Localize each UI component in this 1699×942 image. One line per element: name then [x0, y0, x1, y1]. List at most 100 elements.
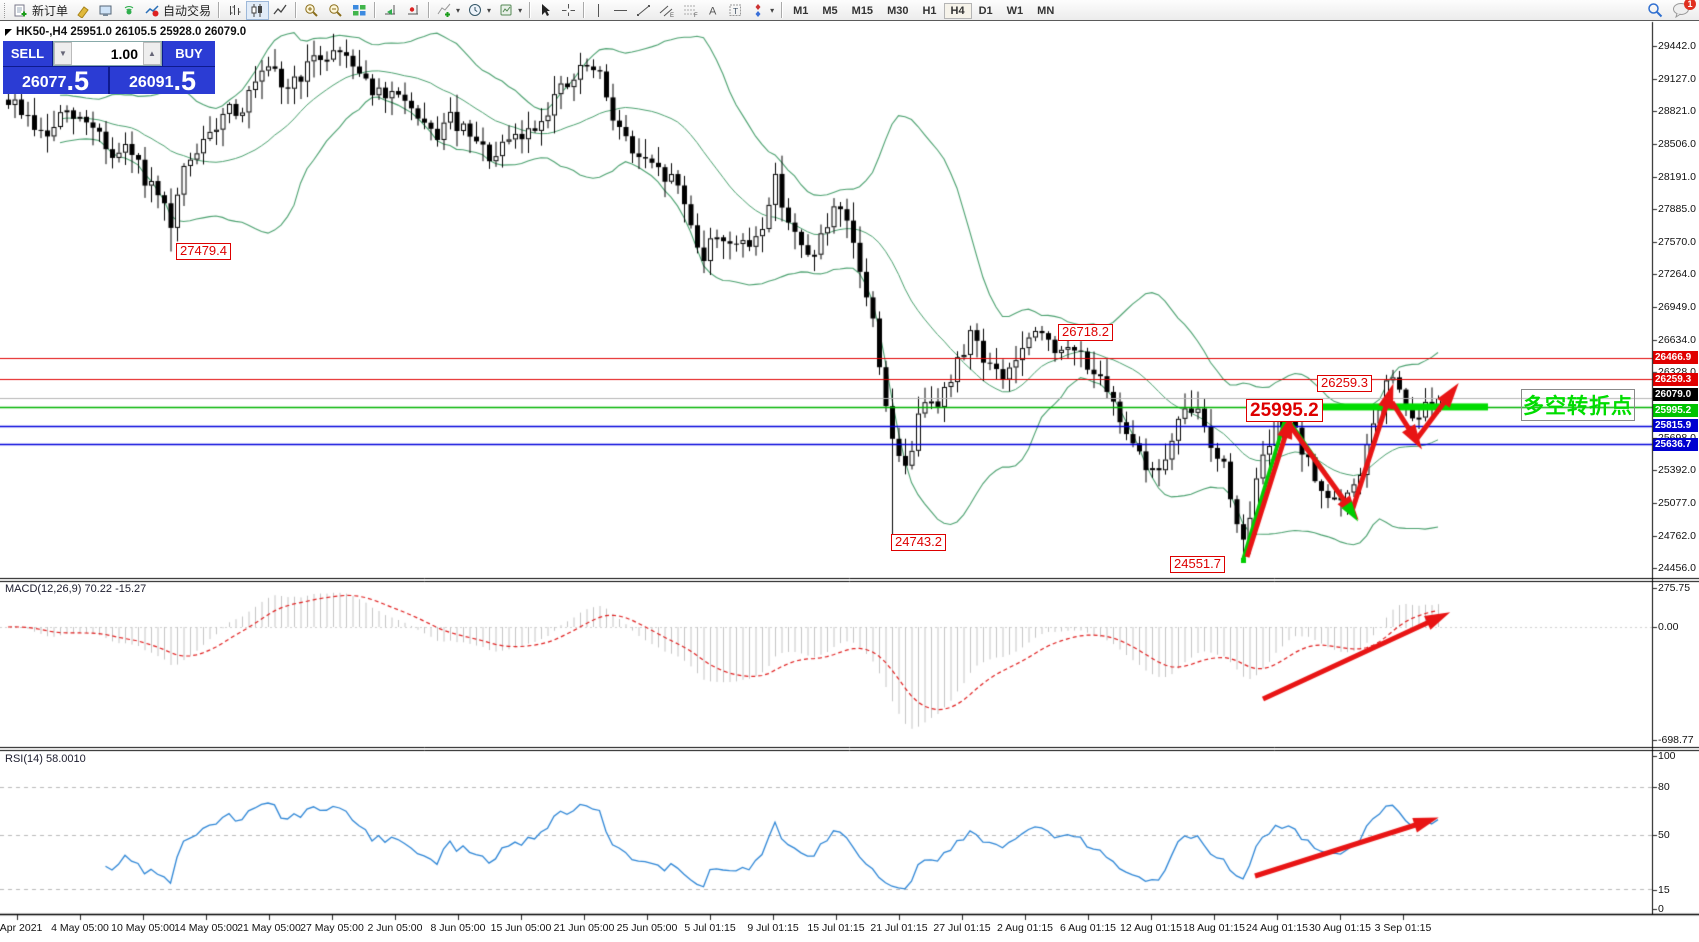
svg-text:F: F: [694, 13, 698, 18]
toolbar-separator: [374, 2, 377, 18]
timeframe-button-m1[interactable]: M1: [793, 5, 809, 17]
auto-scroll-button[interactable]: [379, 1, 402, 20]
metaeditor-button[interactable]: [72, 1, 95, 20]
toolbar-separator: [218, 2, 221, 18]
symbol-ohlc-line: HK50-,H4 25951.0 26105.5 25928.0 26079.0: [16, 26, 247, 38]
horizontal-line-button[interactable]: [609, 1, 632, 20]
terminal-window-icon: [99, 5, 112, 16]
buy-price-frac: .5: [173, 66, 197, 96]
text-label-icon: T: [729, 4, 742, 16]
trend-callout-text: 多空转折点: [1523, 395, 1633, 418]
text-button[interactable]: A: [703, 1, 724, 20]
svg-text:T: T: [733, 6, 738, 16]
timeframe-button-m30[interactable]: M30: [887, 5, 909, 17]
arrows-tool-button[interactable]: ▾: [747, 1, 778, 20]
price-annotation[interactable]: 24551.7: [1170, 556, 1225, 573]
sell-price[interactable]: 26077.5: [3, 67, 108, 95]
line-chart-icon: [273, 4, 287, 14]
sell-button[interactable]: SELL: [3, 41, 52, 66]
notifications-button[interactable]: 1: [1672, 0, 1696, 18]
chevron-down-icon[interactable]: ▾: [518, 5, 523, 15]
sell-price-int: 26077: [21, 74, 67, 91]
macd-pane-label: MACD(12,26,9) 70.22 -15.27: [5, 583, 146, 595]
new-order-icon: [14, 4, 27, 16]
chevron-down-icon[interactable]: ▾: [770, 5, 775, 15]
toolbar-separator: [781, 2, 784, 18]
trend-callout[interactable]: 多空转折点: [1521, 389, 1635, 421]
buy-button[interactable]: BUY: [163, 41, 215, 66]
timeframe-group: M1 M5 M15 M30 H1 H4 D1 W1 MN: [786, 1, 1061, 19]
price-annotation[interactable]: 25995.2: [1246, 399, 1323, 423]
text-a-icon: A: [709, 5, 717, 17]
periods-button[interactable]: ▾: [464, 1, 495, 20]
volume-stepper: ▼ 1.00 ▲: [53, 41, 162, 66]
search-icon[interactable]: [1647, 2, 1664, 18]
price-annotation[interactable]: 26259.3: [1317, 375, 1372, 392]
tile-windows-icon: [353, 4, 366, 15]
equidistant-channel-icon: E: [659, 5, 674, 18]
indicators-icon: [437, 3, 451, 17]
candlestick-chart-button[interactable]: [246, 0, 270, 20]
horizontal-line-icon: [614, 9, 628, 11]
timeframe-button-w1[interactable]: W1: [1006, 5, 1024, 17]
zoom-in-button[interactable]: [300, 1, 324, 20]
buy-price[interactable]: 26091.5: [110, 66, 215, 96]
templates-icon: [500, 4, 512, 15]
volume-value[interactable]: 1.00: [110, 45, 138, 62]
autotrading-button[interactable]: 自动交易: [141, 1, 215, 20]
zoom-out-icon: [329, 3, 342, 17]
crosshair-button[interactable]: [557, 1, 580, 20]
metaeditor-icon: [77, 5, 89, 18]
price-annotation[interactable]: 24743.2: [891, 534, 946, 551]
vertical-line-icon: [598, 3, 600, 17]
autotrading-label: 自动交易: [163, 3, 212, 18]
toolbar-separator: [428, 2, 431, 18]
text-label-button[interactable]: T: [724, 1, 747, 20]
price-annotation[interactable]: 27479.4: [176, 243, 231, 260]
toolbar-separator: [529, 2, 532, 18]
line-chart-button[interactable]: [269, 1, 292, 20]
toolbar-separator: [295, 2, 298, 18]
timeframe-button-d1[interactable]: D1: [978, 5, 993, 17]
fibonacci-button[interactable]: F: [679, 1, 703, 20]
chart-shift-icon: [408, 4, 419, 14]
cursor-button[interactable]: [534, 1, 557, 20]
timeframe-button-m15[interactable]: M15: [851, 5, 874, 17]
signals-button[interactable]: [118, 1, 141, 20]
clock-icon: [469, 3, 482, 16]
auto-scroll-icon: [385, 4, 396, 15]
volume-increase-button[interactable]: ▲: [143, 42, 161, 65]
vertical-line-button[interactable]: [588, 1, 609, 20]
toolbar-grip: [4, 2, 8, 18]
rsi-value: 58.0010: [45, 753, 86, 765]
crosshair-icon: [562, 3, 576, 16]
new-order-button[interactable]: 新订单: [10, 1, 72, 20]
signals-icon: [124, 5, 134, 14]
chevron-down-icon[interactable]: ▾: [456, 5, 461, 15]
templates-button[interactable]: ▾: [495, 1, 526, 20]
timeframe-button-h4[interactable]: H4: [943, 3, 972, 19]
timeframe-button-mn[interactable]: MN: [1037, 5, 1055, 17]
svg-text:A: A: [709, 5, 717, 17]
cursor-arrow-icon: [542, 3, 551, 16]
macd-values: 70.22 -15.27: [84, 583, 147, 595]
bar-chart-icon: [230, 4, 241, 15]
rsi-pane-label: RSI(14) 58.0010: [5, 753, 86, 765]
channel-button[interactable]: E: [655, 1, 679, 20]
volume-decrease-button[interactable]: ▼: [54, 42, 72, 65]
chart-shift-button[interactable]: [402, 1, 425, 20]
terminal-window-button[interactable]: [95, 1, 118, 20]
chevron-down-icon[interactable]: ▾: [487, 5, 492, 15]
zoom-in-icon: [305, 3, 318, 17]
timeframe-button-m5[interactable]: M5: [822, 5, 838, 17]
indicators-button[interactable]: ▾: [433, 1, 464, 20]
bar-chart-button[interactable]: [223, 1, 246, 20]
tile-windows-button[interactable]: [348, 1, 371, 20]
trendline-button[interactable]: [632, 1, 655, 20]
price-annotation[interactable]: 26718.2: [1058, 324, 1113, 341]
autotrading-icon: [145, 4, 159, 16]
zoom-out-button[interactable]: [324, 1, 348, 20]
timeframe-button-h1[interactable]: H1: [922, 5, 937, 17]
